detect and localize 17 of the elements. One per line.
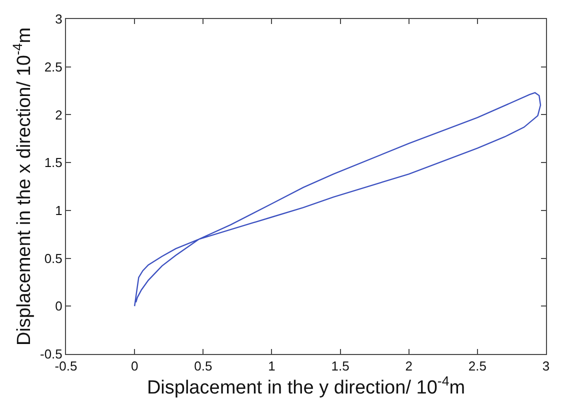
y-tick-label: 0.5 [44, 250, 62, 266]
x-axis-title: Displacement in the y direction/ 10$^{-4}$m [146, 374, 466, 399]
y-tick-label: 0 [55, 298, 62, 314]
x-tick-label: 1 [268, 358, 276, 374]
y-tick-label: 2 [55, 107, 62, 122]
x-tick-label: 1.5 [331, 358, 350, 374]
x-tick-label: 2 [405, 358, 412, 374]
y-tick-label: 3 [55, 12, 62, 27]
x-tick-label: 0 [130, 358, 138, 374]
line-series [134, 92, 542, 307]
y-tick-label: 2.5 [44, 59, 62, 74]
y-tick-label: -0.5 [40, 346, 62, 362]
x-tick-label: 3 [542, 358, 550, 374]
x-tick-label: 0.5 [194, 358, 212, 374]
y-tick-label: 1.5 [44, 155, 62, 170]
x-tick-label: 2.5 [468, 358, 486, 374]
y-tick-label: 1 [55, 202, 62, 218]
